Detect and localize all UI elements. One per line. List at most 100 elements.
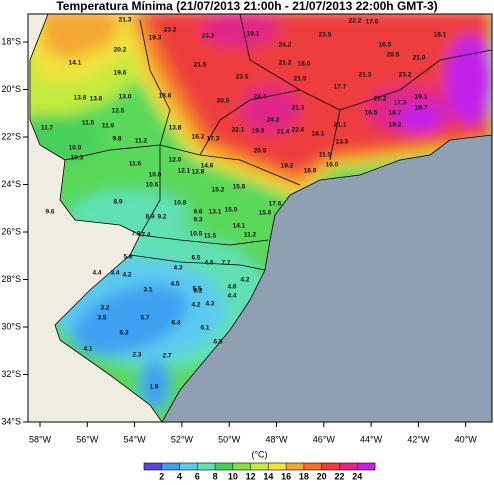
station-value: 21.2	[279, 60, 292, 67]
station-value: 10.6	[146, 182, 159, 189]
map-frame	[27, 13, 493, 423]
station-value: 23.3	[202, 33, 215, 40]
station-labels: 21.323.219.3 23.3 19.122.2 17.614.120.219.6…	[41, 17, 447, 391]
station-value: 4.6	[227, 284, 236, 291]
y-tick-label: 28°S	[1, 274, 21, 284]
x-tick-label: 50°W	[218, 434, 241, 444]
station-value: 19.8	[252, 128, 265, 135]
station-value: 16.1	[312, 131, 325, 138]
x-tick-label: 42°W	[407, 434, 430, 444]
station-value: 13.6	[90, 96, 103, 103]
map-area: 21.323.219.3 23.3 19.122.2 17.614.120.219.6…	[28, 14, 492, 422]
station-value: 20.5	[387, 52, 400, 59]
y-tick-label: 18°S	[1, 36, 21, 46]
station-value: 7.7	[221, 260, 230, 267]
colorbar-box	[179, 463, 198, 470]
station-value: 19.2	[389, 122, 402, 129]
axes: 58°W 56°W 54°W 52°W 50°W 48°W 46°W 44°W 42°W 40°W…	[1, 36, 477, 444]
colorbar-tick-label: 8	[213, 471, 218, 480]
station-value: 11.9	[102, 123, 115, 130]
station-value: 12.5	[112, 108, 125, 115]
station-value: 16.5	[379, 42, 392, 49]
colorbar-tick-label: 10	[228, 471, 238, 480]
station-value: 13.8	[74, 95, 87, 102]
station-value: 21.4	[277, 129, 290, 136]
colorbar-tick-label: 14	[263, 471, 273, 480]
station-value: 11.2	[244, 232, 257, 239]
station-value: 21.9	[294, 76, 307, 83]
colorbar-tick-label: 24	[352, 471, 362, 480]
colorbar-box	[321, 463, 340, 470]
station-value: 3.4	[110, 270, 119, 277]
station-value: 3.2	[100, 305, 109, 312]
station-value: 6.5	[213, 339, 222, 346]
station-value: 22.6	[292, 127, 305, 134]
colorbar-box	[268, 463, 287, 470]
station-value: 14.1	[233, 223, 246, 230]
colorbar-box	[339, 463, 358, 470]
station-value: 11.6	[129, 161, 142, 168]
coastline	[161, 134, 492, 422]
x-tick-label: 48°W	[265, 434, 288, 444]
station-value: 19.3	[149, 35, 162, 42]
colorbar-box	[303, 463, 322, 470]
y-tick-label: 22°S	[1, 131, 21, 141]
station-value: 16.0	[326, 162, 339, 169]
station-value: 10.8	[174, 200, 187, 207]
colorbar: (°C)2 4 6 8 10 12 14 16 18 20 22 24	[143, 449, 376, 481]
station-value: 10.0	[69, 145, 82, 152]
colorbar-box	[197, 463, 216, 470]
y-tick-label: 26°S	[1, 226, 21, 236]
station-value: 17.7	[334, 84, 347, 91]
station-value: 9.8	[112, 136, 121, 143]
station-value: 20.9	[254, 148, 267, 155]
station-value: 15.6	[259, 210, 272, 217]
x-tick-label: 40°W	[455, 434, 478, 444]
x-tick-label: 44°W	[360, 434, 383, 444]
station-value: 11.2	[135, 138, 148, 145]
station-value: 21.5	[194, 62, 207, 69]
station-value: 10.3	[71, 155, 84, 162]
station-value: 14.1	[69, 60, 82, 67]
station-value: 19.6	[114, 70, 127, 77]
colorbar-tick-label: 4	[177, 471, 182, 480]
station-value: 5.8	[123, 254, 132, 261]
x-tick-label: 52°W	[171, 434, 194, 444]
colorbar-box	[286, 463, 305, 470]
station-value: 6.1	[200, 325, 209, 332]
y-tick-label: 34°S	[1, 416, 21, 426]
station-value: 12.1	[178, 168, 191, 175]
station-value: 8.9	[145, 214, 154, 221]
station-value: 8.9	[113, 199, 122, 206]
station-value: 24.2	[279, 42, 292, 49]
station-value: 19.1	[247, 31, 260, 38]
station-value: 16.2	[192, 134, 205, 141]
x-tick-label: 56°W	[76, 434, 99, 444]
station-value: 17.6	[366, 19, 379, 26]
station-value: 1.8	[149, 384, 158, 391]
colorbar-tick-label: 22	[334, 471, 344, 480]
colorbar-tick-label: 2	[159, 471, 164, 480]
station-value: 20.6	[217, 98, 230, 105]
station-value: 18.0	[298, 61, 311, 68]
colorbar-tick-label: 20	[317, 471, 327, 480]
colorbar-tick-label: 16	[281, 471, 291, 480]
station-value: 4.2	[191, 302, 200, 309]
station-value: 22.2	[349, 18, 362, 25]
colorbar-box	[144, 463, 163, 470]
station-value: 18.6	[159, 93, 172, 100]
station-value: 7.4	[141, 232, 150, 239]
station-value: 4.5	[170, 281, 179, 288]
station-value: 23.5	[236, 74, 249, 81]
station-value: 22.1	[232, 127, 245, 134]
station-value: 8.2	[193, 288, 202, 295]
title: Temperatura Mínima (21/07/2013 21:00h - …	[56, 0, 437, 13]
station-value: 20.2	[114, 47, 127, 54]
station-value: 21.1	[334, 122, 347, 129]
station-value: 14.6	[201, 163, 214, 170]
station-value: 11.5	[82, 120, 95, 127]
colorbar-tick-label: 6	[195, 471, 200, 480]
station-value: 18.7	[389, 110, 402, 117]
station-value: 19.7	[415, 105, 428, 112]
station-value: 16.5	[365, 110, 378, 117]
